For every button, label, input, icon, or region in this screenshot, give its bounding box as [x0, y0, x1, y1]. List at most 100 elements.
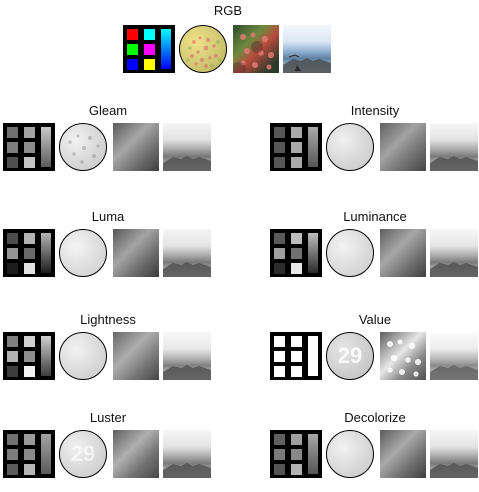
green-cell: [127, 44, 138, 55]
gray-flower-photo: [113, 229, 159, 277]
gray-dot-disc: [326, 229, 374, 277]
gray-cell: [274, 142, 285, 153]
white-cell: [274, 351, 285, 362]
color-blind-test-disc: [179, 25, 227, 73]
gray-cell: [274, 449, 285, 460]
luster-disc: 29: [59, 430, 107, 478]
white-cell: [291, 336, 302, 347]
luminance-swatch: [270, 229, 322, 277]
white-cell: [274, 336, 285, 347]
value-flower-photo: [380, 332, 426, 380]
seaside-photo: [283, 25, 331, 73]
decolorize-swatch: [270, 430, 322, 478]
gray-cell: [291, 263, 302, 274]
gray-cell: [291, 449, 302, 460]
gray-gradient-bar: [308, 233, 318, 273]
intensity-row: [270, 123, 479, 171]
panel-title: Luminance: [343, 209, 407, 224]
gray-flower-photo: [380, 229, 426, 277]
gray-seaside-photo: [430, 123, 478, 171]
panel-title: Luma: [91, 209, 125, 224]
gray-seaside-photo: [163, 430, 211, 478]
panel-title: Intensity: [350, 103, 400, 118]
rgb-swatch: [123, 25, 175, 73]
lightness-row: [3, 332, 213, 380]
gray-flower-photo: [113, 123, 159, 171]
luster-swatch: [3, 430, 55, 478]
value-row: 29: [270, 332, 479, 380]
gray-seaside-photo: [430, 229, 478, 277]
gray-cell: [7, 142, 18, 153]
white-cell: [291, 351, 302, 362]
gleam-swatch: [3, 123, 55, 171]
gray-cell: [24, 263, 35, 274]
gray-dot-disc: [59, 123, 107, 171]
gray-cell: [24, 449, 35, 460]
gleam-row: [3, 123, 213, 171]
panel-title: Lightness: [80, 312, 136, 327]
gray-dot-disc: [59, 229, 107, 277]
gray-cell: [7, 434, 18, 445]
panel-title: Gleam: [88, 103, 128, 118]
gray-cell: [291, 142, 302, 153]
disc-number: 29: [337, 343, 363, 368]
gray-cell: [7, 127, 18, 138]
panel-title: Decolorize: [344, 410, 406, 425]
flower-photo: [233, 25, 279, 73]
yellow-cell: [144, 59, 155, 70]
panel-title: Luster: [89, 410, 127, 425]
gray-cell: [291, 248, 302, 259]
gray-cell: [274, 127, 285, 138]
magenta-cell: [144, 44, 155, 55]
rgb-row: [123, 25, 333, 73]
gray-cell: [24, 434, 35, 445]
white-bar: [308, 336, 318, 376]
gray-flower-photo: [113, 430, 159, 478]
gray-seaside-photo: [163, 332, 211, 380]
gray-dot-disc: [326, 123, 374, 171]
lightness-swatch: [3, 332, 55, 380]
gray-cell: [24, 464, 35, 475]
white-cell: [274, 366, 285, 377]
gray-cell: [274, 157, 285, 168]
cyan-cell: [144, 29, 155, 40]
gray-cell: [291, 233, 302, 244]
gray-seaside-photo: [163, 123, 211, 171]
gray-gradient-bar: [308, 127, 318, 167]
gray-cell: [24, 127, 35, 138]
gray-seaside-photo: [430, 430, 478, 478]
value-disc: 29: [326, 332, 374, 380]
gray-cell: [24, 336, 35, 347]
gray-seaside-photo: [163, 229, 211, 277]
gray-cell: [24, 233, 35, 244]
gray-cell: [274, 263, 285, 274]
gray-cell: [7, 351, 18, 362]
gray-gradient-bar: [41, 434, 51, 474]
gray-cell: [7, 366, 18, 377]
gray-flower-photo: [380, 123, 426, 171]
gray-cell: [274, 464, 285, 475]
panel-title: RGB: [213, 3, 243, 18]
gray-flower-photo: [380, 430, 426, 478]
luma-swatch: [3, 229, 55, 277]
value-seaside-photo: [430, 332, 478, 380]
gray-cell: [274, 434, 285, 445]
cyan-blue-gradient-bar: [161, 29, 171, 69]
gray-cell: [24, 248, 35, 259]
decolorize-row: [270, 430, 479, 478]
luster-row: 29: [3, 430, 213, 478]
gray-cell: [24, 142, 35, 153]
gray-cell: [24, 366, 35, 377]
gray-flower-photo: [113, 332, 159, 380]
luminance-row: [270, 229, 479, 277]
gray-cell: [7, 336, 18, 347]
gray-cell: [7, 157, 18, 168]
blue-cell: [127, 59, 138, 70]
gray-cell: [291, 434, 302, 445]
gray-cell: [7, 263, 18, 274]
luma-row: [3, 229, 213, 277]
gray-cell: [24, 351, 35, 362]
gray-cell: [24, 157, 35, 168]
gray-gradient-bar: [41, 127, 51, 167]
gray-cell: [291, 127, 302, 138]
